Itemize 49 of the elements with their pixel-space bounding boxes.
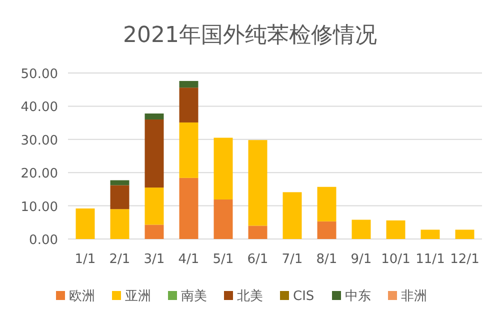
bar — [110, 185, 130, 210]
x-tick-label: 4/1 — [178, 252, 200, 267]
bar — [179, 178, 198, 239]
x-tick-label: 7/1 — [282, 252, 303, 267]
x-tick-label: 2/1 — [109, 252, 130, 267]
bar — [110, 180, 130, 186]
x-tick-label: 1/1 — [74, 252, 96, 267]
legend-label: CIS — [293, 289, 314, 304]
bar — [248, 140, 268, 226]
bar — [455, 230, 474, 239]
x-tick-label: 9/1 — [350, 252, 372, 267]
bar — [179, 88, 198, 122]
bar — [317, 186, 336, 222]
legend-label: 北美 — [237, 288, 263, 304]
bar — [144, 119, 164, 188]
x-tick-label: 12/1 — [450, 252, 480, 267]
x-tick-label: 8/1 — [316, 252, 338, 267]
y-tick-label: 50.00 — [20, 67, 58, 82]
legend-label: 欧洲 — [69, 289, 95, 304]
bar — [352, 220, 371, 239]
bar — [214, 199, 233, 239]
x-tick-label: 5/1 — [212, 252, 234, 267]
legend-label: 南美 — [181, 288, 207, 304]
bar — [144, 188, 164, 225]
legend-label: 非洲 — [401, 289, 427, 304]
bar — [386, 220, 406, 239]
bar — [317, 221, 336, 239]
y-tick-label: 0.00 — [29, 233, 58, 248]
bar — [248, 226, 268, 239]
y-tick-label: 40.00 — [20, 100, 58, 116]
bar — [282, 192, 302, 239]
y-tick-label: 20.00 — [20, 166, 58, 182]
bar — [214, 138, 233, 200]
legend-label: 中东 — [345, 289, 371, 304]
x-tick-label: 11/1 — [416, 252, 445, 267]
bar — [179, 80, 198, 88]
y-tick-label: 30.00 — [20, 133, 58, 148]
bar — [420, 230, 440, 239]
bar — [110, 209, 130, 239]
chart-title: 2021年国外纯苯检修情况 — [123, 23, 377, 48]
x-tick-label: 3/1 — [144, 252, 165, 267]
bar — [144, 224, 164, 239]
x-tick-label: 10/1 — [381, 252, 410, 267]
legend-label: 亚洲 — [125, 289, 151, 304]
bar — [179, 122, 198, 178]
y-tick-label: 10.00 — [20, 200, 58, 215]
bar — [76, 208, 95, 239]
x-tick-label: 6/1 — [247, 252, 268, 267]
bar — [144, 114, 164, 120]
